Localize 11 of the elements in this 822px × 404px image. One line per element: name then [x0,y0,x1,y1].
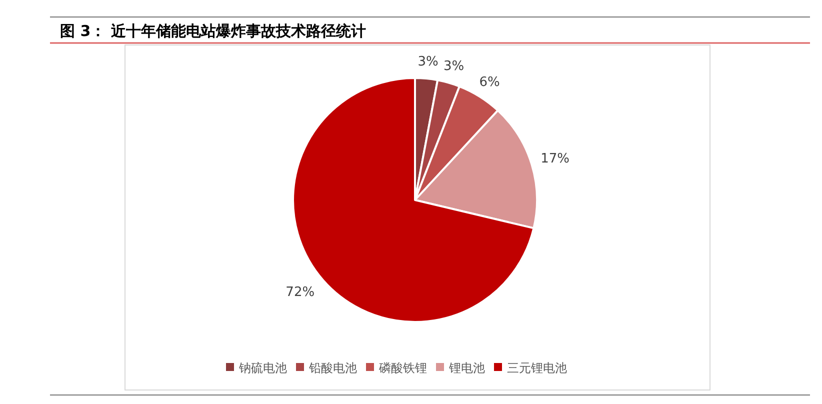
data-label: 6% [479,75,500,90]
legend-label: 磷酸铁锂 [378,361,427,375]
legend-label: 锂电池 [448,361,485,375]
legend-label: 铅酸电池 [308,361,357,375]
data-label: 3% [443,59,464,74]
data-label: 72% [286,284,315,300]
data-label: 17% [540,151,570,166]
legend-label: 钠硫电池 [238,361,287,375]
legend-label: 三元锂电池 [507,361,567,375]
data-label: 3% [418,54,438,70]
chart-title: 图 3： 近十年储能电站爆炸事故技术路径统计 [60,22,366,40]
